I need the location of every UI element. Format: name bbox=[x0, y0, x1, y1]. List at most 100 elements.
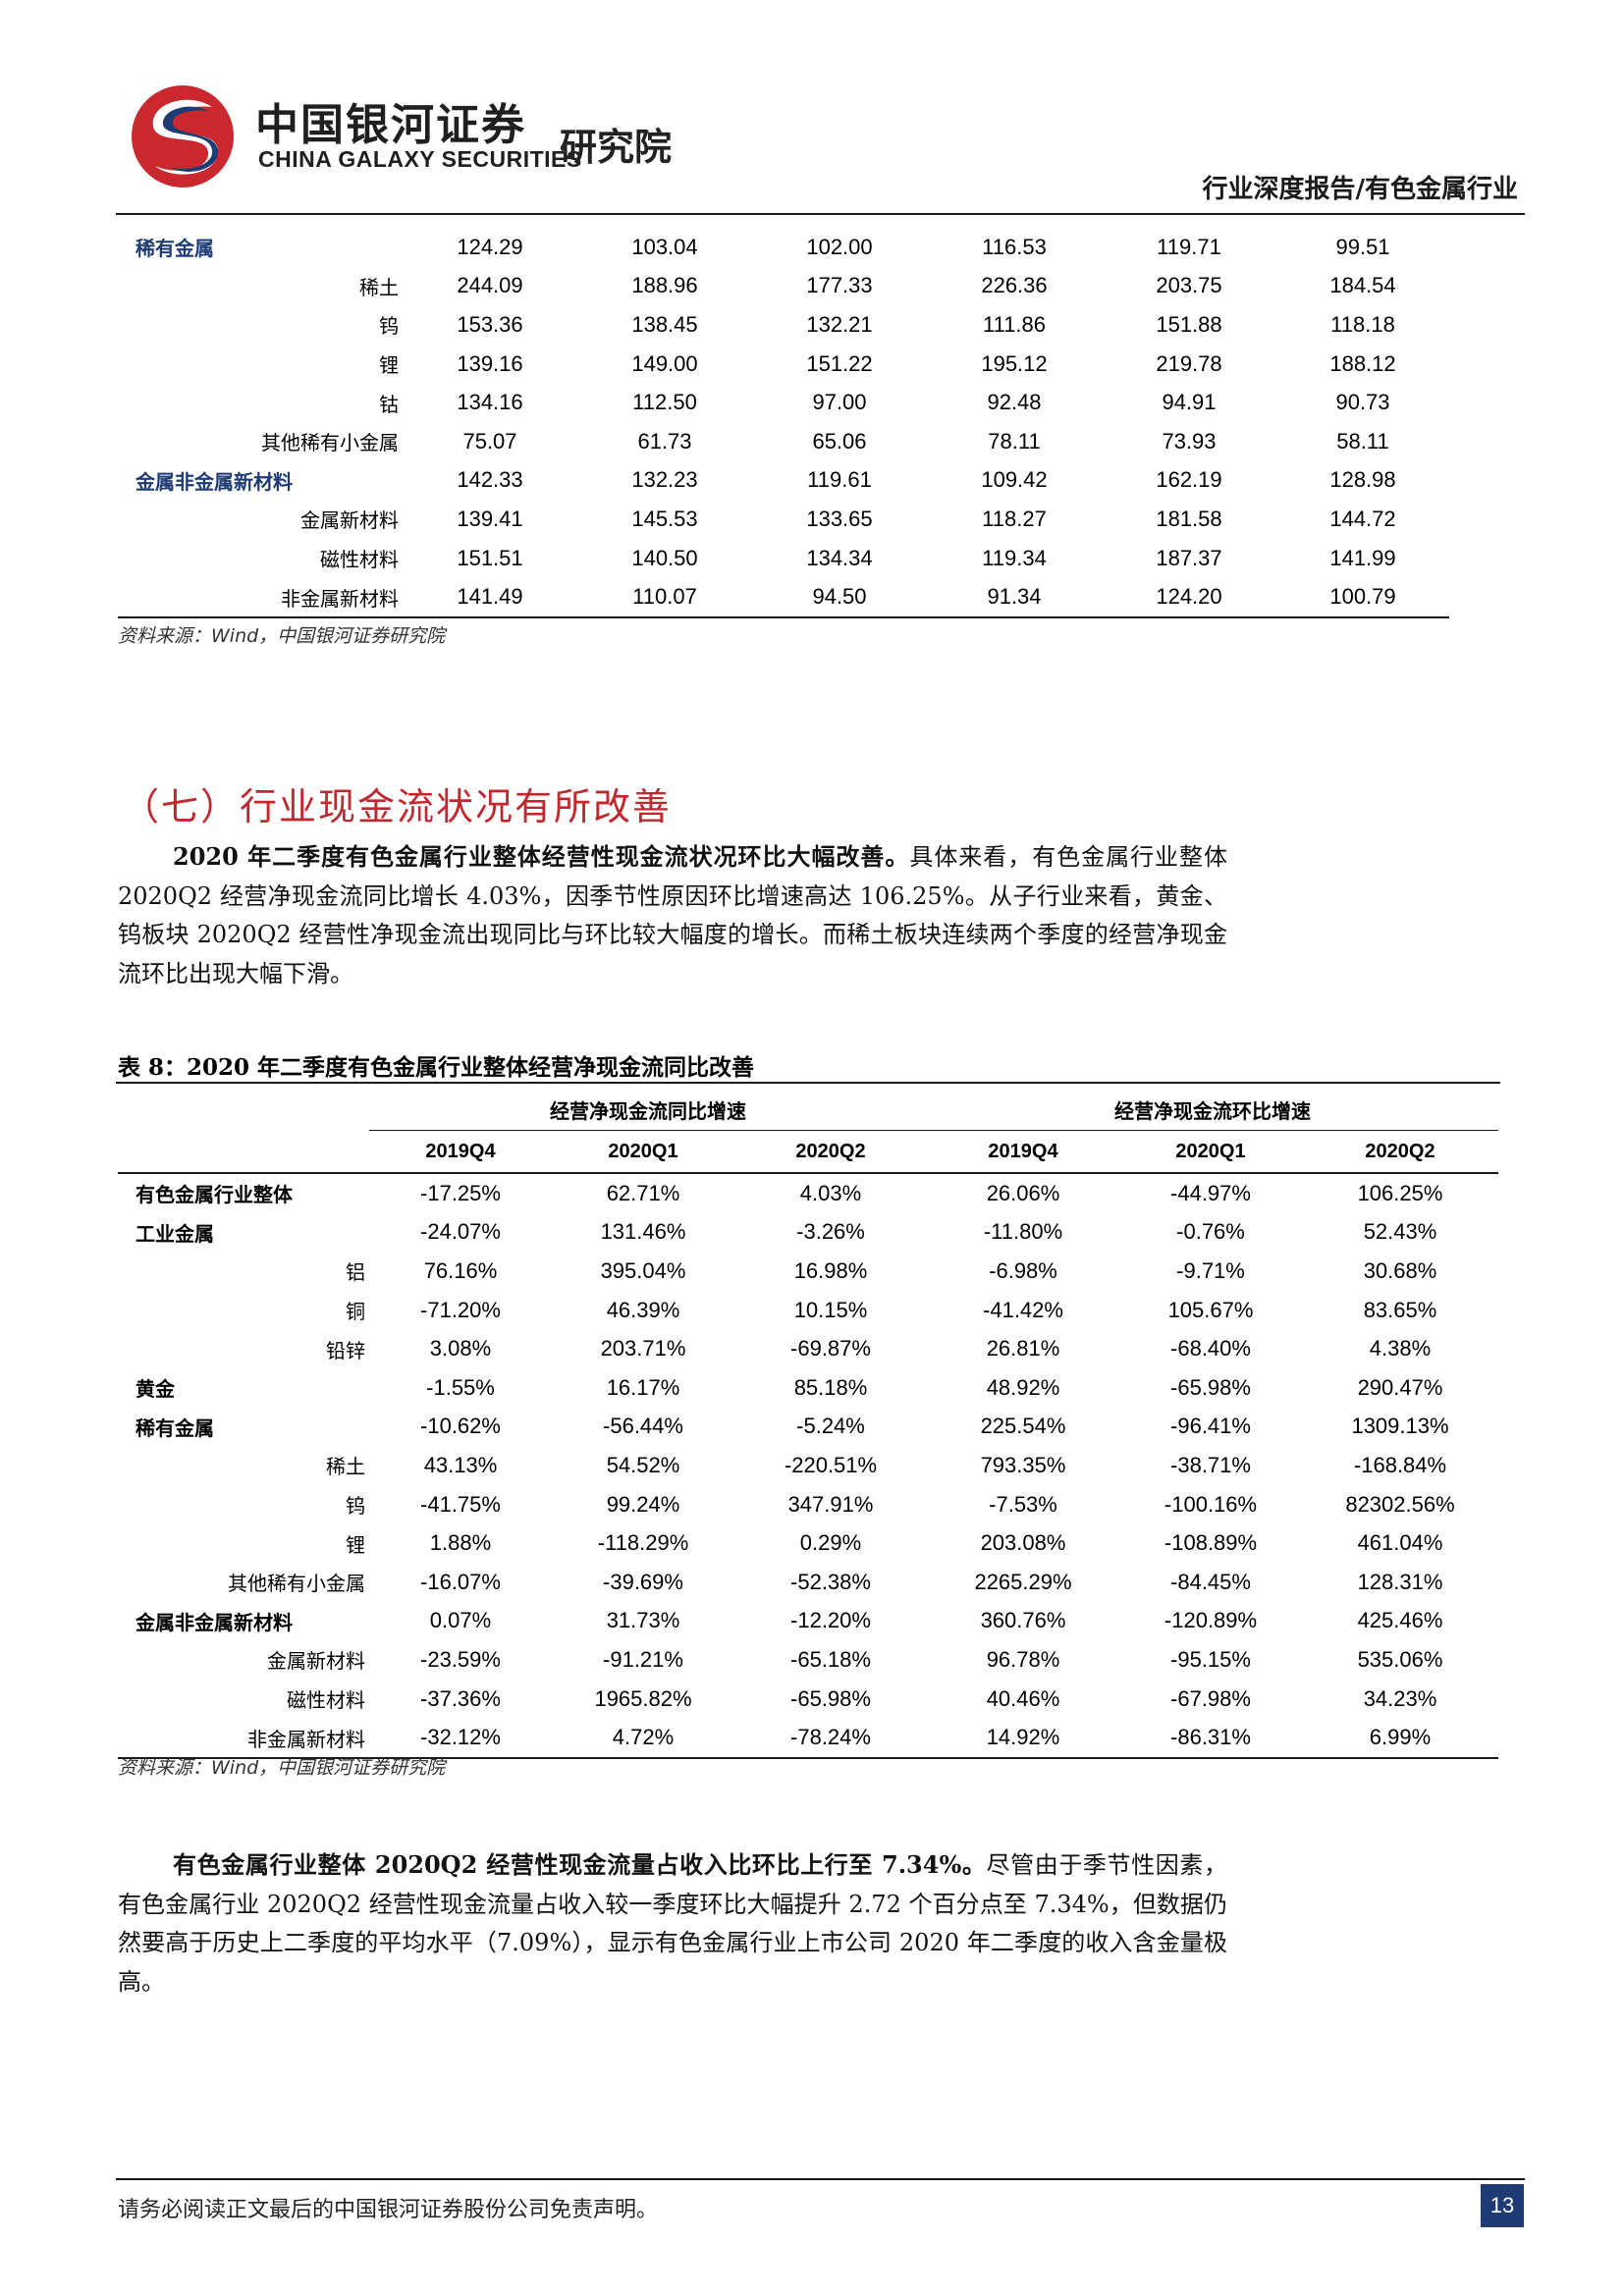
table-cell: 26.06% bbox=[986, 1180, 1060, 1205]
table-cell: 116.53 bbox=[982, 234, 1047, 259]
table-cell: 793.35% bbox=[980, 1452, 1066, 1477]
table-cell: 535.06% bbox=[1357, 1646, 1443, 1672]
table-cell: 141.49 bbox=[457, 584, 523, 610]
column-header: 2020Q1 bbox=[552, 1130, 734, 1174]
table-cell: 26.81% bbox=[986, 1336, 1060, 1362]
row-label: 钨 bbox=[346, 1494, 365, 1519]
table-row: 金属新材料 139.41 145.53 133.65 118.27 181.58… bbox=[118, 500, 1449, 539]
table-cell: 111.86 bbox=[982, 311, 1047, 337]
row-label: 其他稀有小金属 bbox=[261, 431, 399, 455]
table-cell: 128.31% bbox=[1357, 1569, 1443, 1594]
table-cell: -6.98% bbox=[989, 1257, 1057, 1283]
table-cell: 85.18% bbox=[793, 1374, 868, 1400]
table-cell: 149.00 bbox=[631, 350, 698, 376]
table-cell: 124.20 bbox=[1156, 584, 1222, 610]
table-cell: 65.06 bbox=[812, 428, 867, 454]
table-cell: 34.23% bbox=[1363, 1685, 1437, 1711]
paragraph-lead: 2020 年二季度有色金属行业整体经营性现金流状况环比大幅改善。 bbox=[173, 842, 910, 871]
table-row: 稀有金属 -10.62% -56.44% -5.24% 225.54% -96.41% 13… bbox=[118, 1408, 1498, 1447]
table-cell: 90.73 bbox=[1335, 390, 1390, 415]
column-header: 2020Q1 bbox=[1119, 1130, 1302, 1174]
table-cell: 140.50 bbox=[631, 545, 698, 570]
table-cell: 82302.56% bbox=[1345, 1491, 1455, 1517]
paragraph-body: 具体来看，有色金属行业整体 2020Q2 经营净现金流同比增长 4.03%，因季… bbox=[118, 843, 1227, 988]
table-cell: 177.33 bbox=[806, 273, 873, 298]
table-cell: 40.46% bbox=[986, 1685, 1060, 1711]
table-row: 非金属新材料 -32.12% 4.72% -78.24% 14.92% -86.31% 6.… bbox=[118, 1718, 1498, 1758]
table-cell: -23.59% bbox=[420, 1646, 501, 1672]
company-logo: 中国银河证券 CHINA GALAXY SECURITIES 研究院 bbox=[128, 81, 717, 189]
row-label: 锂 bbox=[379, 353, 399, 378]
table-cell: -78.24% bbox=[790, 1725, 871, 1750]
table-cell: 219.78 bbox=[1156, 350, 1222, 376]
table-cell: 118.27 bbox=[982, 506, 1047, 531]
table-cell: 83.65% bbox=[1363, 1297, 1437, 1322]
table-cell: 162.19 bbox=[1156, 467, 1222, 493]
table-cell: 181.58 bbox=[1156, 506, 1222, 531]
table-cell: -12.20% bbox=[790, 1608, 871, 1633]
table-row: 非金属新材料 141.49 110.07 94.50 91.34 124.20 … bbox=[118, 577, 1449, 617]
table-row: 金属新材料 -23.59% -91.21% -65.18% 96.78% -95.15% 5… bbox=[118, 1640, 1498, 1680]
footer-disclaimer: 请务必阅读正文最后的中国银河证券股份公司免责声明。 bbox=[118, 2198, 659, 2222]
table-row: 磁性材料 -37.36% 1965.82% -65.98% 40.46% -67.98% 3… bbox=[118, 1680, 1498, 1719]
table-cell: 188.12 bbox=[1329, 350, 1396, 376]
table-cell: -5.24% bbox=[796, 1414, 865, 1439]
table-cell: -220.51% bbox=[784, 1452, 878, 1477]
table-row: 钨 153.36 138.45 132.21 111.86 151.88 118… bbox=[118, 305, 1449, 345]
table-cell: 102.00 bbox=[806, 234, 873, 259]
table-cell: 4.72% bbox=[612, 1725, 675, 1750]
row-label: 金属新材料 bbox=[267, 1649, 365, 1674]
table-cell: 31.73% bbox=[606, 1608, 680, 1633]
section-heading: （七）行业现金流状况有所改善 bbox=[122, 785, 673, 828]
table-cell: 141.99 bbox=[1329, 545, 1396, 570]
table-cell: 195.12 bbox=[981, 350, 1048, 376]
table-cell: 105.67% bbox=[1167, 1297, 1254, 1322]
table-cell: 142.33 bbox=[457, 467, 523, 493]
table-cell: 138.45 bbox=[631, 311, 698, 337]
table-cell: 0.29% bbox=[799, 1530, 862, 1556]
table-cell: 94.91 bbox=[1162, 390, 1217, 415]
table-cell: -9.71% bbox=[1176, 1257, 1245, 1283]
row-label: 金属新材料 bbox=[300, 508, 399, 533]
table-cell: -7.53% bbox=[989, 1491, 1057, 1517]
table-cell: 395.04% bbox=[600, 1257, 686, 1283]
table-cell: 144.72 bbox=[1329, 506, 1396, 531]
table-cell: 4.38% bbox=[1369, 1336, 1432, 1362]
table-row: 稀有金属 124.29 103.04 102.00 116.53 119.71 … bbox=[118, 228, 1449, 267]
table-cell: 110.07 bbox=[632, 584, 697, 610]
table-cell: -10.62% bbox=[420, 1414, 501, 1439]
table-cell: -65.18% bbox=[790, 1646, 871, 1672]
report-type-title: 行业深度报告/有色金属行业 bbox=[1202, 175, 1519, 204]
table-cell: 100.79 bbox=[1329, 584, 1396, 610]
table-cell: 6.99% bbox=[1369, 1725, 1432, 1750]
table-cash-flow-growth: 经营净现金流同比增速 经营净现金流环比增速 2019Q4 2020Q1 2020… bbox=[118, 1089, 1498, 1759]
header-divider bbox=[116, 213, 1525, 215]
header-empty bbox=[118, 1130, 369, 1174]
header-empty bbox=[118, 1089, 369, 1131]
table-cell: 99.24% bbox=[606, 1491, 680, 1517]
table-cell: 4.03% bbox=[799, 1180, 862, 1205]
table-cell: -68.40% bbox=[1170, 1336, 1251, 1362]
table-cell: 16.98% bbox=[793, 1257, 868, 1283]
table-row: 黄金 -1.55% 16.17% 85.18% 48.92% -65.98% 290.47% bbox=[118, 1368, 1498, 1408]
table-cell: -11.80% bbox=[983, 1219, 1063, 1245]
row-label: 金属非金属新材料 bbox=[135, 469, 293, 494]
table-cell: 58.11 bbox=[1336, 428, 1389, 454]
table-row: 稀土 244.09 188.96 177.33 226.36 203.75 18… bbox=[118, 267, 1449, 306]
table-cell: 103.04 bbox=[631, 234, 698, 259]
table-row: 锂 1.88% -118.29% 0.29% 203.08% -108.89% 461.04… bbox=[118, 1523, 1498, 1563]
table-cell: 225.54% bbox=[980, 1414, 1066, 1439]
table-cell: -86.31% bbox=[1170, 1725, 1251, 1750]
table2-source-note: 资料来源：Wind，中国银河证券研究院 bbox=[118, 1757, 446, 1779]
table-cell: 187.37 bbox=[1156, 545, 1222, 570]
table-row: 铜 -71.20% 46.39% 10.15% -41.42% 105.67% 83.65% bbox=[118, 1291, 1498, 1330]
table-cell: 1309.13% bbox=[1351, 1414, 1449, 1439]
header-qoq-group: 经营净现金流环比增速 bbox=[927, 1089, 1498, 1131]
table-cell: 153.36 bbox=[457, 311, 523, 337]
table-cell: 139.16 bbox=[457, 350, 523, 376]
row-label: 金属非金属新材料 bbox=[135, 1610, 293, 1634]
table-cell: -32.12% bbox=[420, 1725, 501, 1750]
table-row: 钴 134.16 112.50 97.00 92.48 94.91 90.73 bbox=[118, 383, 1449, 422]
table-cell: -3.26% bbox=[796, 1219, 865, 1245]
table-cell: 97.00 bbox=[812, 390, 867, 415]
